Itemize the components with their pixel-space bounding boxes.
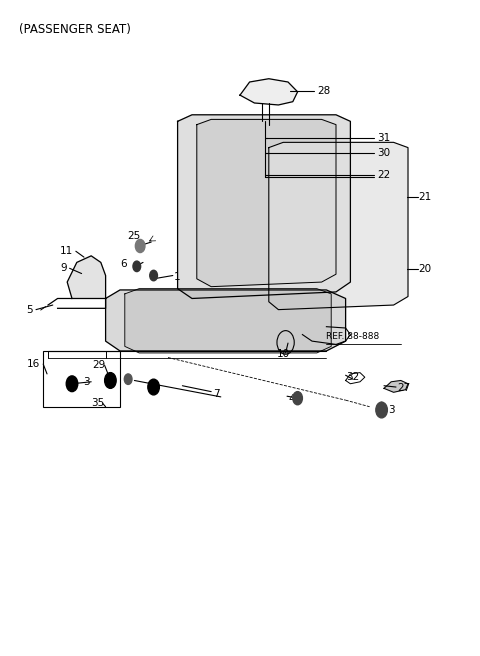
- Circle shape: [124, 374, 132, 384]
- Text: 9: 9: [60, 263, 67, 274]
- Text: 20: 20: [419, 264, 432, 274]
- Circle shape: [133, 261, 141, 272]
- Bar: [43, 351, 120, 407]
- Text: 35: 35: [91, 398, 105, 409]
- Text: (PASSENGER SEAT): (PASSENGER SEAT): [19, 23, 131, 36]
- Polygon shape: [67, 256, 106, 298]
- Circle shape: [135, 239, 145, 253]
- Text: 4: 4: [288, 394, 295, 404]
- Text: 27: 27: [397, 383, 411, 394]
- Polygon shape: [106, 290, 346, 351]
- Text: 6: 6: [120, 258, 127, 269]
- Text: 7: 7: [214, 388, 220, 399]
- Polygon shape: [240, 79, 298, 105]
- Circle shape: [376, 402, 387, 418]
- Polygon shape: [269, 142, 408, 310]
- Text: 28: 28: [317, 85, 330, 96]
- Text: 11: 11: [60, 246, 73, 256]
- Polygon shape: [384, 380, 408, 392]
- Text: 5: 5: [26, 304, 33, 315]
- Text: 25: 25: [127, 231, 141, 241]
- Text: 1: 1: [174, 272, 180, 282]
- Polygon shape: [178, 115, 350, 298]
- Circle shape: [293, 392, 302, 405]
- Polygon shape: [125, 289, 331, 353]
- Text: 30: 30: [377, 148, 390, 158]
- Text: 29: 29: [92, 360, 106, 371]
- Text: 32: 32: [347, 372, 360, 382]
- Circle shape: [150, 270, 157, 281]
- Text: 22: 22: [377, 170, 390, 180]
- Text: 21: 21: [419, 192, 432, 202]
- Text: 3: 3: [83, 377, 90, 387]
- Text: 16: 16: [26, 359, 40, 369]
- Text: 31: 31: [377, 133, 390, 143]
- Text: 10: 10: [276, 349, 289, 359]
- Circle shape: [66, 376, 78, 392]
- Polygon shape: [197, 119, 336, 287]
- Circle shape: [148, 379, 159, 395]
- Circle shape: [105, 373, 116, 388]
- Text: REF. 88-888: REF. 88-888: [326, 332, 380, 341]
- Text: 3: 3: [388, 405, 395, 415]
